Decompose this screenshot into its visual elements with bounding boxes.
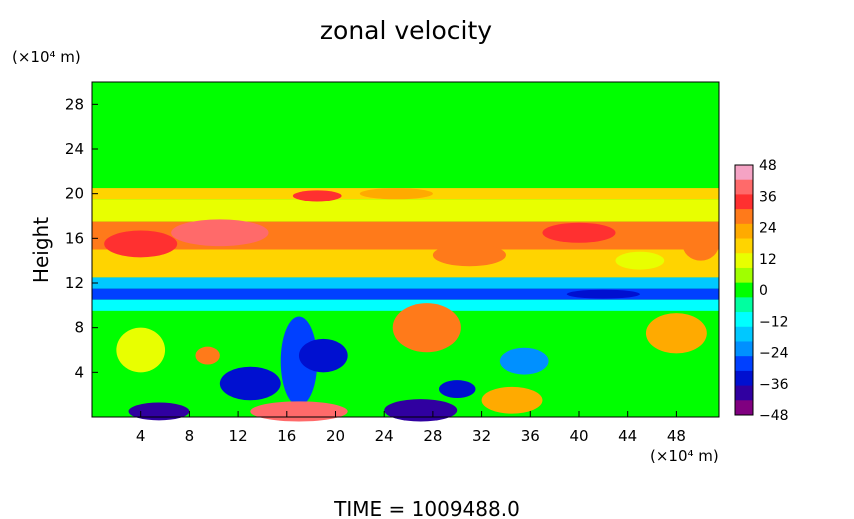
velocity-patch (645, 313, 707, 354)
colorbar (734, 164, 754, 416)
velocity-patch (481, 386, 543, 414)
colorbar-segment (735, 356, 753, 372)
velocity-band (92, 277, 719, 289)
velocity-patch (292, 190, 342, 202)
x-tick-label: 36 (521, 427, 540, 445)
y-tick-label: 12 (65, 274, 84, 292)
colorbar-tick-label: −48 (759, 408, 789, 424)
velocity-patch (128, 402, 190, 421)
velocity-patch (392, 303, 461, 353)
velocity-patch (499, 347, 549, 375)
velocity-band (92, 199, 719, 222)
colorbar-segment (735, 165, 753, 181)
velocity-patch (250, 401, 348, 422)
velocity-band (92, 299, 719, 311)
x-axis-ticks: 4 8 12 16 20 24 28 32 36 40 44 48 (136, 411, 686, 445)
heatmap-plot-area (91, 81, 720, 422)
velocity-patch (298, 338, 348, 373)
velocity-band (92, 288, 719, 300)
y-tick-label: 20 (65, 185, 84, 203)
x-tick-label: 48 (667, 427, 686, 445)
y-unit-label: (×10⁴ m) (12, 48, 81, 66)
colorbar-segment (735, 282, 753, 298)
colorbar-segment (735, 400, 753, 416)
velocity-field (92, 82, 719, 422)
velocity-patch (682, 227, 719, 261)
y-axis-ticks: 4 8 12 16 20 24 28 (65, 95, 98, 381)
colorbar-segment (735, 297, 753, 313)
colorbar-segment (735, 194, 753, 210)
velocity-band (92, 249, 719, 278)
colorbar-tick-label: 12 (759, 252, 777, 268)
colorbar-frame (734, 164, 754, 416)
y-tick-label: 24 (65, 140, 84, 158)
velocity-patch (432, 243, 506, 267)
y-tick-label: 8 (74, 319, 84, 337)
colorbar-segment (735, 312, 753, 328)
colorbar-tick-label: 48 (759, 158, 777, 174)
colorbar-segment (735, 253, 753, 269)
colorbar-segment (735, 370, 753, 387)
x-tick-label: 8 (185, 427, 195, 445)
colorbar-tick-label: −36 (759, 377, 789, 393)
colorbar-segment (735, 209, 753, 225)
x-tick-label: 4 (136, 427, 146, 445)
y-tick-label: 4 (74, 363, 84, 381)
velocity-patch (359, 188, 433, 200)
colorbar-tick-label: 0 (759, 283, 768, 299)
x-tick-label: 44 (618, 427, 637, 445)
y-tick-label: 16 (65, 229, 84, 247)
colorbar-segment (735, 341, 753, 357)
y-tick-label: 28 (65, 95, 84, 113)
x-tick-label: 32 (472, 427, 491, 445)
x-tick-label: 16 (277, 427, 296, 445)
velocity-patch (116, 327, 166, 373)
x-tick-label: 28 (423, 427, 442, 445)
velocity-patch (195, 346, 220, 365)
velocity-patch (566, 289, 640, 299)
colorbar-tick-label: 24 (759, 221, 777, 237)
colorbar-segment (735, 238, 753, 254)
x-tick-label: 24 (375, 427, 394, 445)
velocity-patch (104, 230, 178, 258)
colorbar-labels: 48 36 24 12 0 −12 −24 −36 −48 (759, 158, 789, 424)
velocity-patch (438, 380, 476, 399)
colorbar-tick-label: −24 (759, 346, 789, 362)
velocity-patch (171, 219, 269, 247)
time-footer: TIME = 1009488.0 (333, 497, 520, 519)
colorbar-segment (735, 267, 753, 284)
x-unit-label: (×10⁴ m) (650, 447, 719, 465)
colorbar-segment (735, 179, 753, 195)
x-tick-label: 20 (326, 427, 345, 445)
colorbar-tick-label: −12 (759, 314, 789, 330)
velocity-band (92, 82, 719, 189)
colorbar-tick-label: 36 (759, 189, 777, 205)
colorbar-segment (735, 385, 753, 401)
colorbar-segment (735, 326, 753, 342)
velocity-patch (615, 251, 665, 270)
x-tick-label: 40 (569, 427, 588, 445)
velocity-patch (280, 316, 318, 406)
colorbar-segment (735, 223, 753, 240)
velocity-patch (219, 366, 281, 401)
y-axis-label: Height (29, 217, 53, 283)
plot-frame (91, 81, 720, 418)
velocity-patch (542, 222, 616, 243)
chart-title: zonal velocity (320, 16, 492, 45)
velocity-patch (384, 399, 458, 422)
x-tick-label: 12 (229, 427, 248, 445)
